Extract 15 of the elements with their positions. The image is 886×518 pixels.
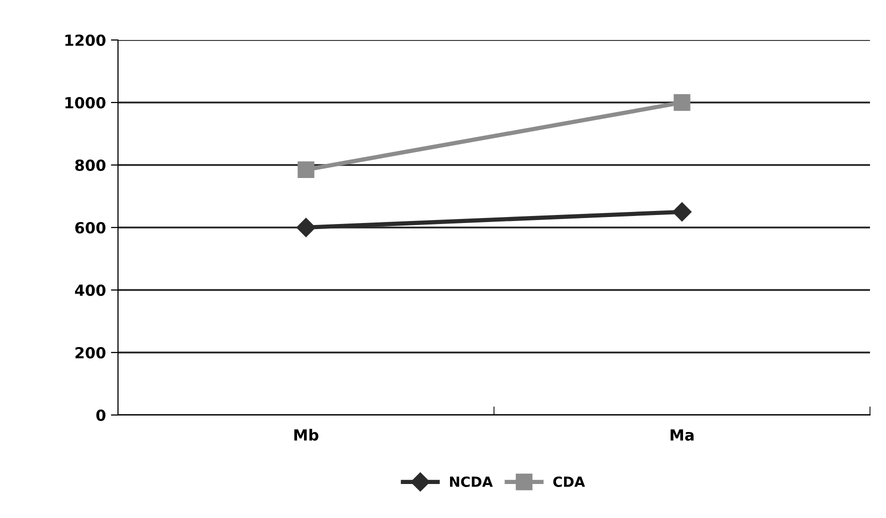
y-tick-label: 600 [75, 222, 106, 234]
x-tick-label: Mb [294, 428, 318, 441]
point [674, 94, 690, 111]
point [296, 218, 316, 238]
y-tick-label: 200 [76, 346, 106, 359]
y-tick-label: 800 [75, 159, 106, 172]
legend-label: CDA [553, 476, 585, 487]
y-tick-label: 400 [74, 284, 106, 296]
point [298, 161, 314, 178]
point [672, 202, 692, 222]
y-tick-label: 1000 [65, 96, 106, 109]
y-tick-label: 0 [96, 409, 106, 422]
legend-label: NCDA [450, 476, 493, 487]
x-tick-label: Ma [670, 429, 694, 441]
y-tick-label: 1200 [65, 34, 106, 46]
